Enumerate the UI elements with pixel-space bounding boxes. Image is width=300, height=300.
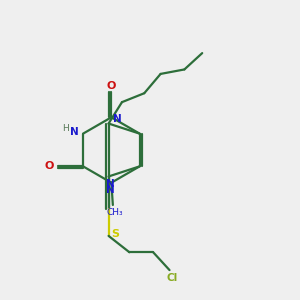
Text: H: H <box>62 124 69 133</box>
Text: N: N <box>106 185 115 195</box>
Text: O: O <box>45 161 54 171</box>
Text: S: S <box>111 230 119 239</box>
Text: N: N <box>106 179 114 189</box>
Text: CH₃: CH₃ <box>106 208 123 217</box>
Text: N: N <box>112 114 121 124</box>
Text: N: N <box>70 127 79 137</box>
Text: Cl: Cl <box>167 272 178 283</box>
Text: O: O <box>106 80 116 91</box>
